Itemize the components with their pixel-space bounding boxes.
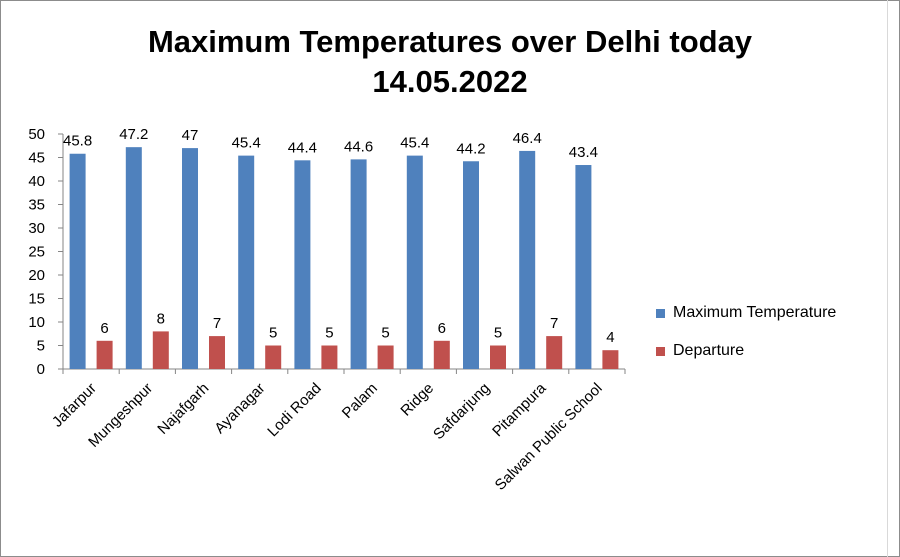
bar-max-temp (519, 150, 536, 369)
bar-max-temp (350, 159, 367, 369)
data-label-max-temp: 46.4 (513, 130, 542, 147)
legend-item-max-temp: Maximum Temperature (656, 302, 836, 324)
x-tick-label: Pitampura (489, 379, 550, 440)
y-tick-label: 25 (28, 244, 45, 261)
data-label-departure: 6 (438, 320, 446, 337)
data-label-max-temp: 43.4 (569, 144, 598, 161)
legend-swatch-departure (656, 346, 665, 356)
x-tick-label: Ridge (397, 380, 437, 420)
legend: Maximum Temperature Departure (656, 302, 836, 378)
data-label-max-temp: 45.8 (63, 133, 92, 150)
y-tick-label: 30 (28, 220, 45, 237)
bar-departure (209, 336, 225, 369)
bar-max-temp (125, 147, 142, 369)
data-label-max-temp: 45.4 (400, 135, 429, 152)
data-label-max-temp: 44.2 (456, 140, 485, 157)
x-tick-label: Lodi Road (264, 380, 324, 440)
data-label-max-temp: 45.4 (232, 135, 261, 152)
x-tick-label: Safdarjung (430, 380, 493, 443)
y-tick-label: 50 (28, 126, 45, 143)
legend-item-departure: Departure (656, 340, 836, 362)
data-label-departure: 5 (494, 325, 502, 342)
chart-title: Maximum Temperatures over Delhi today 14… (0, 22, 900, 102)
legend-label-max-temp: Maximum Temperature (673, 304, 837, 321)
data-label-departure: 5 (325, 325, 333, 342)
bar-departure (152, 331, 169, 369)
data-label-max-temp: 44.6 (344, 138, 373, 155)
bar-max-temp (238, 155, 255, 369)
data-label-departure: 6 (100, 320, 108, 337)
data-label-departure: 7 (213, 315, 221, 332)
legend-label-departure: Departure (673, 342, 745, 359)
data-label-departure: 5 (269, 325, 277, 342)
x-tick-label: Ayanagar (211, 380, 268, 437)
bar-max-temp (69, 153, 86, 369)
data-label-departure: 8 (157, 310, 165, 327)
bar-departure (602, 350, 619, 369)
bar-departure (265, 345, 282, 369)
bar-departure (546, 336, 563, 369)
chart-subtitle: 14.05.2022 (372, 64, 528, 99)
bar-departure (377, 345, 394, 369)
y-tick-label: 20 (28, 267, 45, 284)
chart-title-line: Maximum Temperatures over Delhi today (147, 24, 753, 59)
data-label-max-temp: 44.4 (288, 139, 317, 156)
bar-departure (433, 340, 450, 369)
bar-max-temp (575, 165, 592, 369)
x-tick-label: Najafgarh (154, 380, 212, 438)
data-label-departure: 4 (606, 329, 614, 346)
data-label-departure: 5 (381, 325, 389, 342)
x-tick-label: Jafarpur (49, 380, 100, 431)
data-label-departure: 7 (550, 315, 558, 332)
x-tick-label: Palam (339, 380, 381, 422)
x-tick-label: Salwan Public School (492, 380, 606, 494)
y-tick-label: 0 (37, 361, 45, 378)
sheet-gridline (887, 0, 888, 557)
bar-max-temp (463, 161, 479, 369)
y-tick-label: 45 (28, 150, 45, 167)
legend-swatch-max-temp (656, 308, 665, 318)
bar-departure (321, 345, 338, 369)
y-tick-label: 10 (28, 314, 45, 331)
bar-max-temp (294, 160, 311, 369)
data-label-max-temp: 47.2 (119, 126, 148, 143)
bar-departure (96, 340, 113, 369)
bar-max-temp (182, 148, 198, 369)
data-label-max-temp: 47 (182, 127, 199, 144)
bar-departure (490, 345, 506, 369)
y-tick-label: 5 (37, 338, 45, 355)
y-tick-label: 35 (28, 197, 45, 214)
bar-max-temp (406, 155, 423, 369)
y-tick-label: 40 (28, 173, 45, 190)
y-tick-label: 15 (28, 291, 45, 308)
